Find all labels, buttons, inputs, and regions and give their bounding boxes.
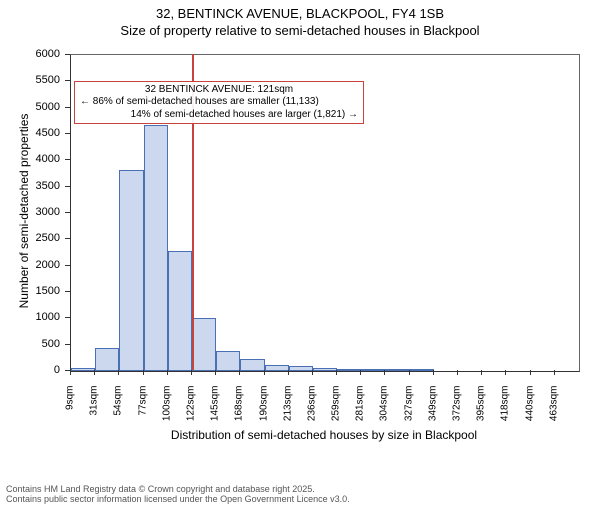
x-tick-label: 9sqm — [65, 386, 76, 446]
x-tick-mark — [167, 370, 168, 375]
x-tick-label: 236sqm — [306, 386, 317, 446]
x-tick-label: 327sqm — [403, 386, 414, 446]
attribution-text: Contains HM Land Registry data © Crown c… — [6, 484, 350, 504]
histogram-bar — [265, 365, 289, 371]
y-tick-mark — [65, 54, 70, 55]
y-tick-mark — [65, 265, 70, 266]
x-tick-label: 190sqm — [258, 386, 269, 446]
info-box: 32 BENTINCK AVENUE: 121sqm← 86% of semi-… — [74, 81, 364, 125]
histogram-bar — [240, 359, 264, 371]
y-tick-mark — [65, 80, 70, 81]
x-axis-label: Distribution of semi-detached houses by … — [124, 428, 524, 442]
x-tick-mark — [433, 370, 434, 375]
y-tick-mark — [65, 186, 70, 187]
info-line: 32 BENTINCK AVENUE: 121sqm — [80, 84, 358, 97]
y-tick-mark — [65, 107, 70, 108]
x-tick-label: 77sqm — [137, 386, 148, 446]
info-line: ← 86% of semi-detached houses are smalle… — [80, 96, 358, 109]
x-tick-label: 259sqm — [331, 386, 342, 446]
x-tick-label: 281sqm — [355, 386, 366, 446]
histogram-bar — [337, 369, 361, 371]
histogram-bar — [95, 348, 119, 371]
histogram-bar — [385, 369, 409, 371]
chart-title-line1: 32, BENTINCK AVENUE, BLACKPOOL, FY4 1SB — [0, 6, 600, 21]
histogram-bar — [361, 369, 385, 371]
y-tick-label: 4500 — [0, 127, 60, 139]
y-tick-mark — [65, 291, 70, 292]
y-tick-label: 5000 — [0, 101, 60, 113]
histogram-bar — [119, 170, 143, 371]
y-tick-label: 2000 — [0, 259, 60, 271]
x-tick-label: 372sqm — [452, 386, 463, 446]
x-tick-mark — [481, 370, 482, 375]
x-tick-label: 463sqm — [548, 386, 559, 446]
x-tick-mark — [215, 370, 216, 375]
x-tick-mark — [264, 370, 265, 375]
y-tick-mark — [65, 317, 70, 318]
y-tick-label: 2500 — [0, 232, 60, 244]
x-tick-mark — [409, 370, 410, 375]
x-tick-mark — [554, 370, 555, 375]
x-tick-mark — [239, 370, 240, 375]
x-tick-label: 31sqm — [89, 386, 100, 446]
histogram-bar — [144, 125, 168, 371]
chart-title-line2: Size of property relative to semi-detach… — [0, 23, 600, 38]
y-tick-mark — [65, 344, 70, 345]
histogram-bar — [71, 368, 95, 371]
histogram-bar — [168, 251, 192, 371]
x-tick-mark — [312, 370, 313, 375]
x-tick-mark — [530, 370, 531, 375]
x-tick-mark — [143, 370, 144, 375]
attribution-line1: Contains HM Land Registry data © Crown c… — [6, 484, 350, 494]
x-tick-label: 168sqm — [234, 386, 245, 446]
y-tick-label: 6000 — [0, 48, 60, 60]
y-tick-mark — [65, 159, 70, 160]
x-tick-label: 395sqm — [476, 386, 487, 446]
info-line: 14% of semi-detached houses are larger (… — [80, 109, 358, 122]
y-tick-label: 1000 — [0, 311, 60, 323]
histogram-bar — [313, 368, 337, 371]
x-tick-mark — [191, 370, 192, 375]
x-tick-mark — [288, 370, 289, 375]
attribution-line2: Contains public sector information licen… — [6, 494, 350, 504]
x-tick-label: 418sqm — [500, 386, 511, 446]
x-tick-label: 54sqm — [113, 386, 124, 446]
y-tick-mark — [65, 133, 70, 134]
y-tick-label: 3000 — [0, 206, 60, 218]
x-tick-mark — [118, 370, 119, 375]
x-tick-mark — [70, 370, 71, 375]
x-tick-mark — [457, 370, 458, 375]
y-tick-label: 500 — [0, 338, 60, 350]
y-tick-mark — [65, 238, 70, 239]
x-tick-label: 304sqm — [379, 386, 390, 446]
histogram-bar — [216, 351, 240, 371]
x-tick-label: 440sqm — [524, 386, 535, 446]
x-tick-label: 213sqm — [282, 386, 293, 446]
y-tick-label: 0 — [0, 364, 60, 376]
x-tick-mark — [384, 370, 385, 375]
y-tick-label: 1500 — [0, 285, 60, 297]
histogram-bar — [192, 318, 216, 371]
histogram-bar — [410, 369, 434, 371]
y-tick-label: 5500 — [0, 74, 60, 86]
chart-container: Number of semi-detached properties Distr… — [0, 48, 600, 468]
x-tick-label: 349sqm — [427, 386, 438, 446]
x-tick-label: 122sqm — [185, 386, 196, 446]
x-tick-label: 100sqm — [161, 386, 172, 446]
x-tick-mark — [505, 370, 506, 375]
x-tick-mark — [336, 370, 337, 375]
y-tick-mark — [65, 212, 70, 213]
y-tick-label: 4000 — [0, 153, 60, 165]
x-tick-mark — [360, 370, 361, 375]
y-tick-label: 3500 — [0, 180, 60, 192]
x-tick-label: 145sqm — [210, 386, 221, 446]
histogram-bar — [289, 366, 313, 371]
x-tick-mark — [94, 370, 95, 375]
